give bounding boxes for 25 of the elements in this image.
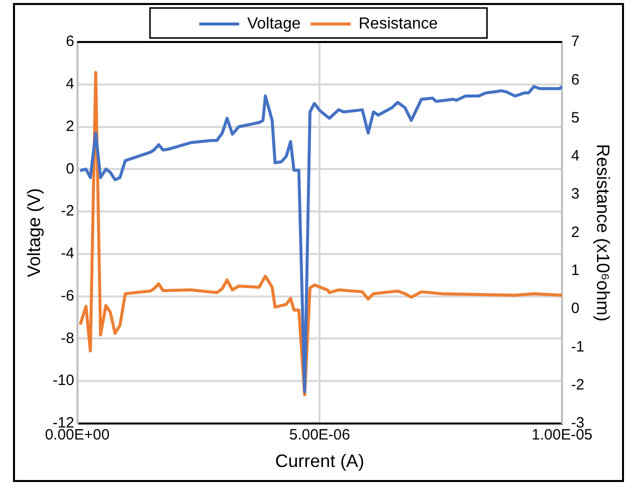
legend-label: Resistance [358, 15, 438, 32]
y-tick-label: 4 [66, 76, 74, 93]
y2-tick-label: 0 [571, 300, 580, 318]
y-tick-label: 6 [66, 33, 74, 50]
y-tick-label: -10 [52, 372, 74, 390]
x-axis-title: Current (A) [275, 451, 364, 472]
y-tick-label: -6 [60, 287, 74, 304]
y2-tick-label: -1 [571, 338, 584, 356]
y2-tick-label: 2 [571, 224, 580, 241]
x-tick-label: 5.00E-06 [289, 426, 350, 444]
legend-label: Voltage [247, 15, 301, 32]
y-tick-label: 0 [66, 160, 74, 178]
y2-tick-label: 5 [571, 109, 580, 126]
y2-tick-label: -2 [571, 376, 584, 394]
y2-axis-title: Resistance (x10⁶ohm) [593, 144, 614, 322]
y-tick-label: -4 [60, 245, 74, 262]
y-axis-title: Voltage (V) [24, 188, 44, 278]
y2-tick-label: 3 [571, 186, 580, 203]
y2-tick-label: 4 [571, 148, 580, 165]
y2-tick-label: 1 [571, 262, 580, 279]
y-tick-label: -2 [60, 202, 74, 220]
y2-tick-label: 7 [571, 33, 580, 50]
y-tick-label: -8 [60, 330, 74, 347]
y2-tick-label: 6 [571, 71, 580, 88]
y-tick-label: 2 [66, 118, 74, 135]
